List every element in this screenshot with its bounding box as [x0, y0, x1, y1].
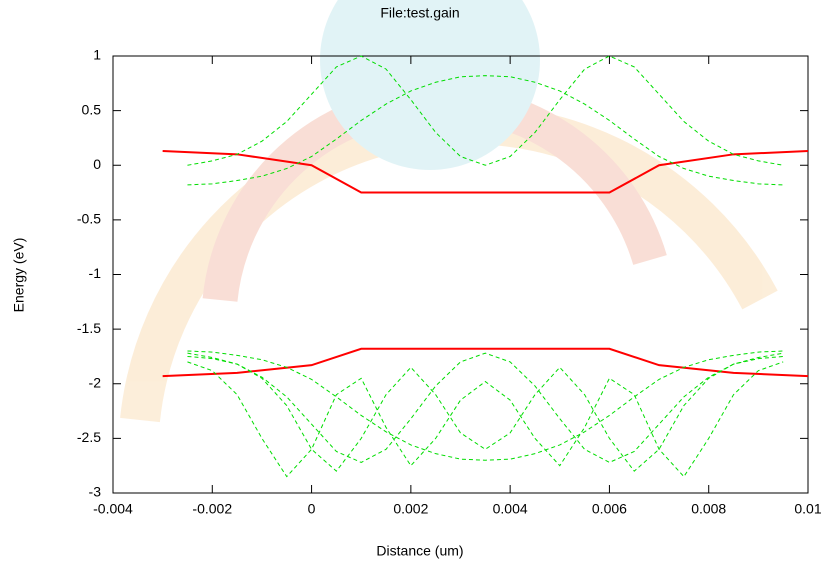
y-tick-label: -2: [89, 374, 102, 390]
y-tick-label: -1: [89, 265, 102, 281]
chart-title: File:test.gain: [380, 5, 459, 21]
wavefunction-line: [187, 350, 784, 461]
y-axis-label: Energy (eV): [11, 238, 27, 313]
band-edge-line: [162, 150, 809, 194]
y-tick-label: -0.5: [77, 211, 101, 227]
x-tick-label: -0.002: [192, 501, 232, 517]
y-tick-label: -3: [89, 484, 102, 500]
x-tick-label: 0.008: [691, 501, 726, 517]
wavefunction-line: [187, 75, 784, 186]
wavefunction-line: [187, 352, 784, 463]
x-axis-label: Distance (um): [376, 543, 463, 559]
x-tick-label: -0.004: [93, 501, 133, 517]
x-tick-label: 0.006: [592, 501, 627, 517]
y-tick-label: -2.5: [77, 429, 101, 445]
y-tick-label: 0.5: [82, 101, 102, 117]
watermark-arc: [202, 84, 667, 302]
x-tick-label: 0: [308, 501, 316, 517]
watermark-arc: [120, 104, 778, 423]
wavefunction-line: [187, 355, 784, 472]
y-tick-label: -1.5: [77, 320, 101, 336]
x-tick-label: 0.01: [794, 501, 821, 517]
wavefunction-line: [187, 55, 784, 166]
wavefunction-line: [187, 361, 784, 478]
y-tick-label: 0: [93, 156, 101, 172]
watermark: [120, 0, 778, 423]
x-tick-label: 0.004: [493, 501, 528, 517]
y-tick-label: 1: [93, 47, 101, 63]
watermark-disc: [320, 0, 540, 170]
x-tick-label: 0.002: [393, 501, 428, 517]
